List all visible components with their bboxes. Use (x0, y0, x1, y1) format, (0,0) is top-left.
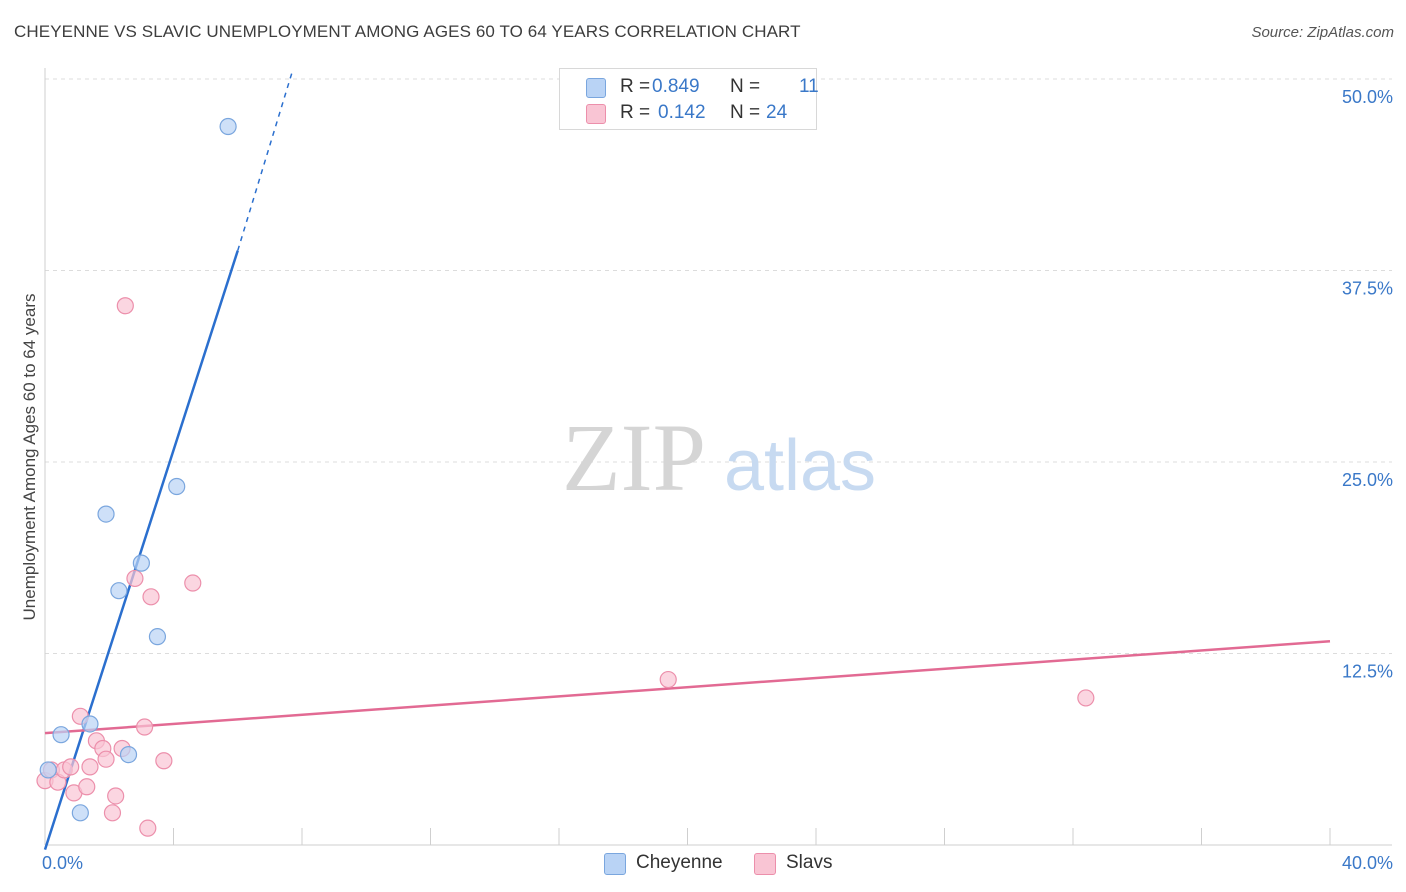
point-slavs-23 (1077, 689, 1095, 707)
data-points (36, 117, 1095, 837)
point-slavs-12 (103, 804, 122, 822)
r-value: 0.142 (658, 102, 706, 123)
point-cheyenne-2 (71, 804, 89, 822)
point-slavs-20 (155, 752, 173, 770)
legend-label-cheyenne: Cheyenne (636, 852, 723, 873)
trend-extension-cheyenne (237, 71, 294, 251)
point-slavs-18 (139, 819, 157, 837)
trend-lines (43, 71, 1331, 850)
point-cheyenne-10 (219, 117, 237, 136)
point-cheyenne-1 (52, 726, 70, 744)
point-cheyenne-0 (39, 761, 57, 779)
legend-label-slavs: Slavs (786, 852, 833, 873)
legend-swatch-slavs (754, 853, 776, 875)
correlation-legend: R = 0.849 N = 11 R = 0.142 N = 24 (559, 68, 819, 130)
r-label: R = (620, 76, 651, 97)
point-slavs-13 (107, 787, 125, 805)
n-label: N = (730, 102, 761, 123)
legend-swatch-cheyenne (604, 853, 626, 875)
n-value: 11 (799, 76, 819, 97)
chart-title: CHEYENNE VS SLAVIC UNEMPLOYMENT AMONG AG… (14, 22, 801, 41)
legend-swatch-slavs (586, 104, 606, 124)
point-cheyenne-7 (132, 554, 150, 572)
n-label: N = (730, 76, 761, 97)
point-slavs-21 (184, 574, 202, 592)
x-tick-label-1: 40.0% (1342, 853, 1393, 873)
point-slavs-11 (97, 750, 115, 768)
point-slavs-15 (116, 297, 134, 315)
point-cheyenne-5 (110, 582, 128, 600)
y-tick-label-1: 25.0% (1342, 470, 1393, 490)
point-slavs-19 (142, 588, 160, 606)
point-slavs-4 (62, 758, 80, 776)
x-tick-label-0: 0.0% (42, 853, 83, 873)
r-label: R = (620, 102, 651, 123)
point-slavs-16 (126, 569, 144, 588)
y-axis-label: Unemployment Among Ages 60 to 64 years (20, 293, 39, 621)
point-slavs-22 (659, 670, 677, 689)
point-cheyenne-3 (81, 715, 99, 733)
point-cheyenne-8 (148, 628, 167, 646)
legend-swatch-cheyenne (586, 78, 606, 98)
axes (44, 68, 1392, 846)
watermark-atlas: atlas (724, 426, 876, 506)
point-slavs-8 (81, 758, 99, 776)
point-cheyenne-6 (119, 746, 138, 764)
point-slavs-17 (135, 718, 154, 736)
r-value: 0.849 (652, 76, 700, 97)
gridlines (45, 78, 1392, 654)
source-label: Source: ZipAtlas.com (1251, 24, 1394, 41)
watermark-zip: ZIP (562, 404, 706, 511)
point-cheyenne-4 (97, 505, 115, 523)
y-tick-label-3: 50.0% (1342, 87, 1393, 107)
point-cheyenne-9 (168, 477, 186, 496)
tick-labels: 12.5% 25.0% 37.5% 50.0% 0.0% 40.0% (42, 87, 1393, 873)
n-value: 24 (766, 102, 788, 123)
point-slavs-7 (78, 778, 96, 796)
trend-line-slavs (44, 639, 1331, 735)
y-tick-label-2: 37.5% (1342, 279, 1393, 299)
trend-line-cheyenne (43, 250, 239, 850)
watermark: ZIP atlas (562, 404, 876, 511)
y-tick-label-0: 12.5% (1342, 662, 1393, 682)
